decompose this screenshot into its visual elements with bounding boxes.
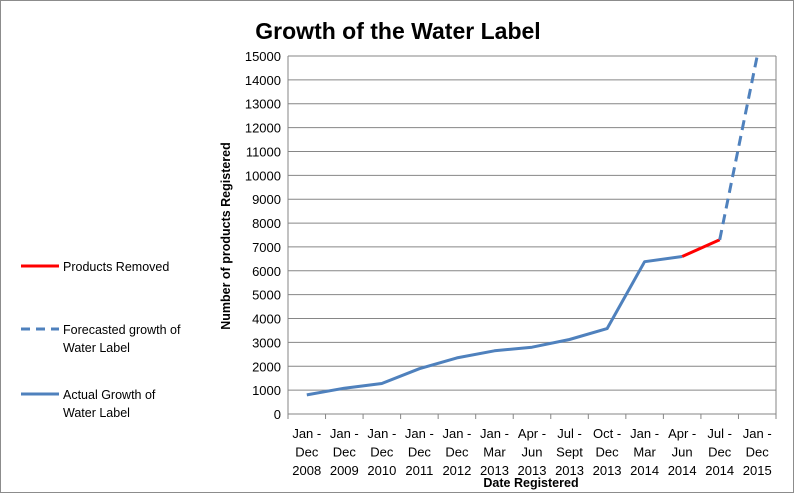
x-tick-label: Dec xyxy=(333,445,357,460)
y-tick-label: 3000 xyxy=(252,335,281,350)
x-tick-label: Dec xyxy=(370,445,394,460)
x-tick-label: Jan - xyxy=(480,426,509,441)
y-tick-label: 7000 xyxy=(252,240,281,255)
y-tick-label: 6000 xyxy=(252,264,281,279)
x-tick-label: Apr - xyxy=(668,426,696,441)
y-tick-label: 14000 xyxy=(245,73,281,88)
legend-label: Actual Growth of xyxy=(63,388,156,402)
x-tick-label: 2009 xyxy=(330,463,359,478)
legend: Products Removed Forecasted growth of Wate… xyxy=(21,260,181,420)
y-tick-label: 15000 xyxy=(245,49,281,64)
x-tick-label: Mar xyxy=(483,445,506,460)
x-tick-label: Jun xyxy=(522,445,543,460)
x-tick-label: Dec xyxy=(408,445,432,460)
legend-label: Products Removed xyxy=(63,260,169,274)
x-tick-label: 2014 xyxy=(668,463,697,478)
x-axis-label: Date Registered xyxy=(483,476,578,490)
y-axis-label: Number of products Registered xyxy=(219,142,233,330)
legend-label: Water Label xyxy=(63,406,130,420)
chart-title: Growth of the Water Label xyxy=(255,18,540,44)
x-tick-label: Dec xyxy=(708,445,732,460)
x-tick-label: Dec xyxy=(295,445,319,460)
x-tick-label: Jan - xyxy=(630,426,659,441)
x-tick-label: 2015 xyxy=(743,463,772,478)
x-tick-label: Oct - xyxy=(593,426,621,441)
x-tick-label: 2012 xyxy=(442,463,471,478)
legend-label: Forecasted growth of xyxy=(63,323,181,337)
x-tick-label: Mar xyxy=(633,445,656,460)
y-tick-label: 1000 xyxy=(252,383,281,398)
x-tick-label: Apr - xyxy=(518,426,546,441)
x-tick-label: Jan - xyxy=(743,426,772,441)
series-line-3 xyxy=(718,55,759,241)
x-tick-label: 2010 xyxy=(367,463,396,478)
x-tick-label: 2014 xyxy=(705,463,734,478)
y-tick-label: 10000 xyxy=(245,168,281,183)
y-tick-label: 4000 xyxy=(252,312,281,327)
x-tick-label: Sept xyxy=(556,445,583,460)
x-tick-label: 2011 xyxy=(405,463,433,478)
y-tick-label: 8000 xyxy=(252,216,281,231)
grid-lines xyxy=(287,55,777,415)
x-tick-label: 2014 xyxy=(630,463,659,478)
y-tick-label: 9000 xyxy=(252,192,281,207)
y-tick-label: 12000 xyxy=(245,121,281,136)
y-tick-label: 0 xyxy=(274,407,281,422)
x-tick-label: 2013 xyxy=(555,463,584,478)
x-tick-label: Jan - xyxy=(442,426,471,441)
series-lines xyxy=(306,55,759,397)
x-tick-label: 2013 xyxy=(480,463,509,478)
y-tick-label: 13000 xyxy=(245,97,281,112)
x-tick-label: 2013 xyxy=(593,463,622,478)
x-tick-label: Jan - xyxy=(330,426,359,441)
x-tick-label: Jan - xyxy=(367,426,396,441)
x-tick-label: Dec xyxy=(596,445,620,460)
x-tick-label: Jul - xyxy=(557,426,582,441)
x-tick-label: Jul - xyxy=(707,426,732,441)
y-tick-labels: 0 1000 2000 3000 4000 5000 6000 7000 8000 9000 100… xyxy=(245,49,281,422)
x-tick-label: Jan - xyxy=(405,426,434,441)
series-line-2 xyxy=(681,238,721,258)
x-tick-label: Jan - xyxy=(292,426,321,441)
x-tick-label: Jun xyxy=(672,445,693,460)
x-tick-label: Dec xyxy=(445,445,469,460)
x-tick-labels: Jan - Dec 2008 Jan - Dec 2009 Jan - Dec 2010 Jan … xyxy=(287,414,777,478)
series-line-1 xyxy=(306,255,683,397)
x-tick-label: 2013 xyxy=(518,463,547,478)
y-tick-label: 2000 xyxy=(252,359,281,374)
y-tick-label: 11000 xyxy=(246,144,281,159)
legend-label: Water Label xyxy=(63,341,130,355)
x-tick-label: 2008 xyxy=(292,463,321,478)
x-tick-label: Dec xyxy=(746,445,770,460)
y-tick-label: 5000 xyxy=(252,288,281,303)
